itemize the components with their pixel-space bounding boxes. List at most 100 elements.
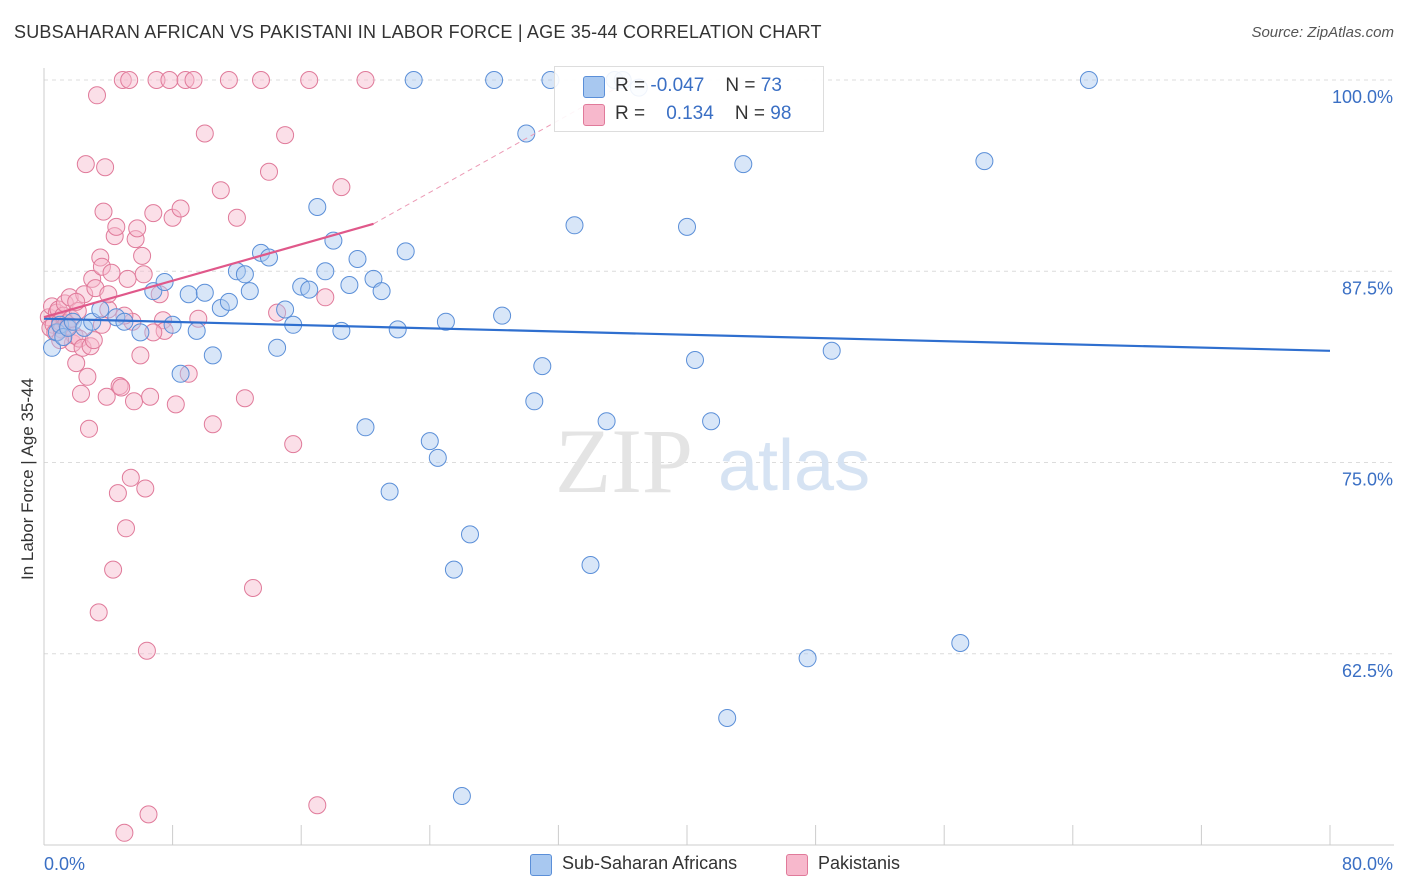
point-subsaharan xyxy=(798,649,817,668)
point-pakistani xyxy=(144,323,163,342)
point-subsaharan xyxy=(686,351,704,369)
point-subsaharan xyxy=(187,321,206,340)
point-pakistani xyxy=(120,71,139,89)
point-pakistani xyxy=(80,419,98,438)
point-subsaharan xyxy=(131,323,150,342)
point-subsaharan xyxy=(163,315,182,334)
point-pakistani xyxy=(244,579,262,597)
point-pakistani xyxy=(97,387,116,406)
trend-line-subsaharan xyxy=(43,317,1331,352)
point-pakistani xyxy=(260,162,278,181)
point-pakistani xyxy=(117,519,135,538)
point-subsaharan xyxy=(300,280,319,299)
point-pakistani xyxy=(118,269,137,288)
point-pakistani xyxy=(136,479,155,498)
legend-swatch-pakistani xyxy=(583,104,605,126)
point-subsaharan xyxy=(517,124,536,143)
point-pakistani xyxy=(131,346,150,365)
point-subsaharan xyxy=(240,282,259,301)
point-pakistani xyxy=(128,219,147,238)
point-pakistani xyxy=(147,71,166,89)
point-subsaharan xyxy=(565,216,584,235)
point-subsaharan xyxy=(268,338,287,357)
point-pakistani xyxy=(88,86,106,105)
point-subsaharan xyxy=(975,152,994,171)
legend-r-label: R = xyxy=(615,75,646,96)
point-pakistani xyxy=(203,415,222,434)
point-pakistani xyxy=(160,71,179,89)
point-subsaharan xyxy=(54,328,73,346)
point-subsaharan xyxy=(276,300,295,319)
y-axis-label: In Labor Force | Age 35-44 xyxy=(18,378,37,580)
point-subsaharan xyxy=(404,71,423,89)
legend-swatch-subsaharan xyxy=(583,76,605,98)
x-tick-label: 80.0% xyxy=(1342,854,1393,874)
point-pakistani xyxy=(166,395,185,414)
point-pakistani xyxy=(84,331,103,350)
point-pakistani xyxy=(113,71,132,89)
point-pakistani xyxy=(91,248,110,267)
y-tick-label: 75.0% xyxy=(1342,470,1393,490)
point-pakistani xyxy=(94,202,113,221)
point-pakistani xyxy=(67,354,86,373)
point-pakistani xyxy=(316,288,335,307)
axes xyxy=(43,68,1394,846)
legend-r-value: 0.134 xyxy=(666,103,714,124)
correlation-legend: R = -0.047 N = 73 R = 0.134 N = 98 xyxy=(554,66,824,132)
point-pakistani xyxy=(125,392,143,411)
legend-swatch-subsaharan xyxy=(530,854,552,876)
y-tick-label: 100.0% xyxy=(1332,87,1393,107)
point-subsaharan xyxy=(348,250,367,268)
point-pakistani xyxy=(115,823,134,842)
point-subsaharan xyxy=(340,276,359,294)
point-pakistani xyxy=(184,71,203,89)
chart-title: SUBSAHARAN AFRICAN VS PAKISTANI IN LABOR… xyxy=(14,22,822,42)
point-pakistani xyxy=(235,389,254,408)
point-subsaharan xyxy=(718,709,737,727)
tick-labels: 100.0% 87.5% 75.0% 62.5% 0.0% 80.0% xyxy=(44,87,1393,874)
point-subsaharan xyxy=(581,556,600,574)
point-pakistani xyxy=(105,227,124,246)
point-pakistani xyxy=(308,796,327,815)
point-pakistani xyxy=(211,181,230,200)
point-pakistani xyxy=(60,288,79,307)
point-subsaharan xyxy=(734,155,753,174)
point-pakistani xyxy=(133,246,152,265)
x-tick-label: 0.0% xyxy=(44,854,85,874)
data-points xyxy=(39,71,1098,842)
point-pakistani xyxy=(107,217,126,236)
point-subsaharan xyxy=(235,265,254,284)
legend-label-pakistani: Pakistanis xyxy=(818,853,901,873)
point-subsaharan xyxy=(179,285,198,304)
y-tick-label: 62.5% xyxy=(1342,661,1393,681)
point-pakistani xyxy=(89,603,108,622)
point-pakistani xyxy=(137,641,156,660)
point-subsaharan xyxy=(308,198,327,216)
watermark-atlas: atlas xyxy=(718,426,870,506)
point-subsaharan xyxy=(420,432,439,451)
point-subsaharan xyxy=(678,217,696,236)
point-subsaharan xyxy=(597,412,616,431)
legend-n-value: 73 xyxy=(760,75,782,96)
point-subsaharan xyxy=(356,418,375,437)
point-pakistani xyxy=(356,71,375,89)
legend-n-label: N = xyxy=(725,75,756,96)
source-label: Source: ZipAtlas.com xyxy=(1251,24,1394,41)
point-subsaharan xyxy=(461,525,479,544)
point-pakistani xyxy=(141,387,160,406)
point-subsaharan xyxy=(203,346,222,365)
point-pakistani xyxy=(195,124,214,143)
legend-swatch-pakistani xyxy=(786,854,808,876)
point-pakistani xyxy=(104,560,123,579)
point-subsaharan xyxy=(444,560,463,579)
grid-lines xyxy=(44,79,1394,655)
point-subsaharan xyxy=(702,412,721,431)
point-pakistani xyxy=(284,435,303,454)
point-subsaharan xyxy=(63,312,82,331)
point-pakistani xyxy=(92,257,111,276)
point-subsaharan xyxy=(493,306,512,325)
point-pakistani xyxy=(112,378,131,397)
point-pakistani xyxy=(72,384,90,403)
point-subsaharan xyxy=(436,312,455,331)
